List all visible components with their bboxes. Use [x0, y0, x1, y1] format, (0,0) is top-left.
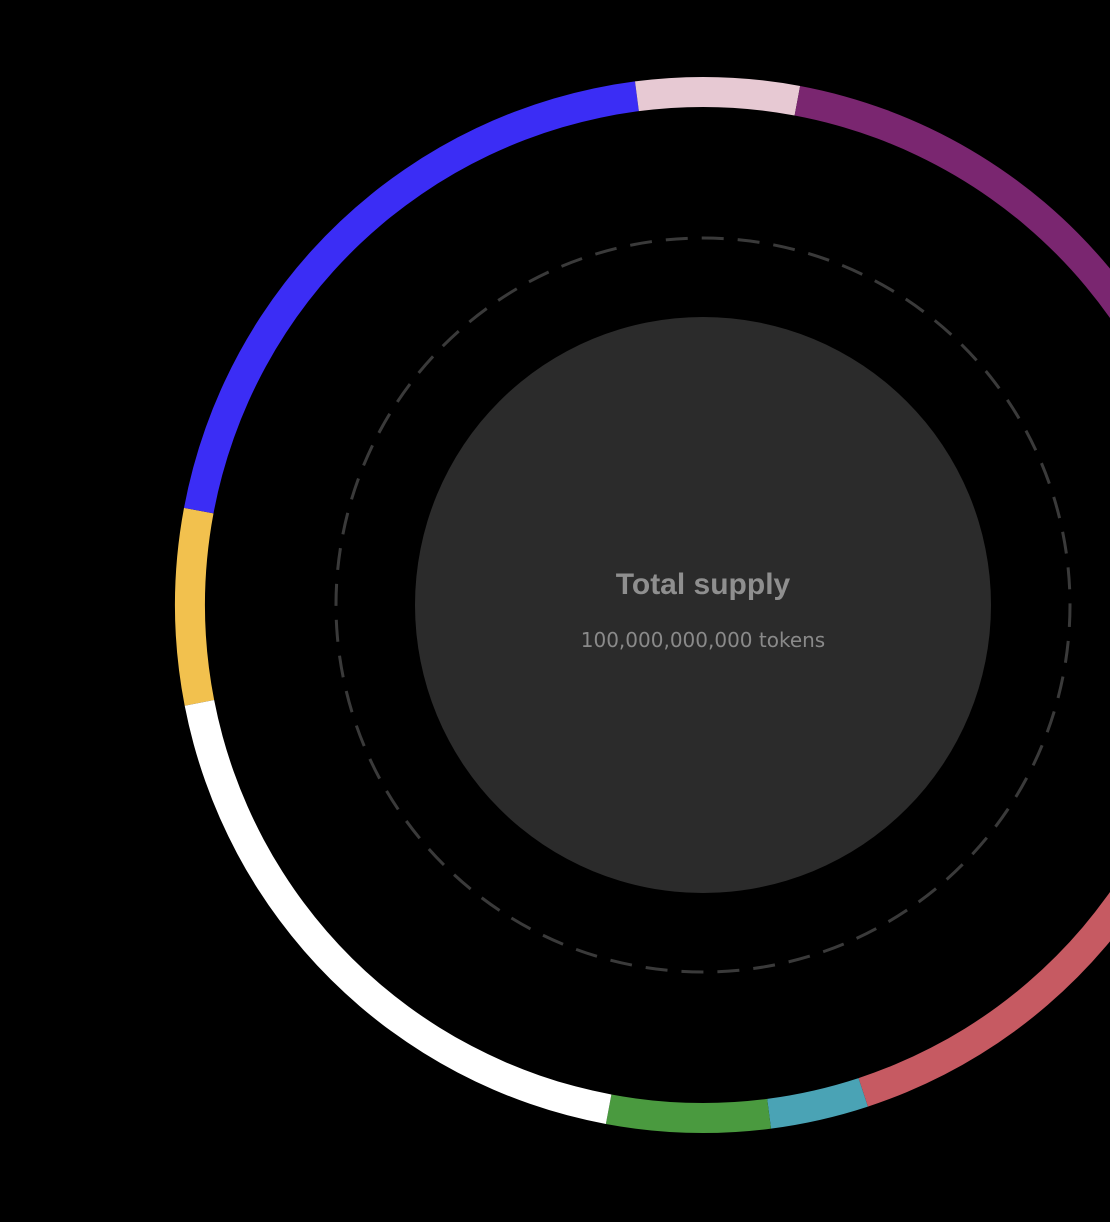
center-title: Total supply [616, 568, 791, 601]
donut-slice-2 [634, 77, 801, 116]
center-disc [415, 317, 991, 893]
center-subtitle: 100,000,000,000 tokens [581, 628, 825, 652]
donut-slice-0 [174, 507, 215, 706]
donut-slices [174, 77, 1110, 1134]
donut-slice-3 [794, 86, 1110, 319]
donut-slice-6 [605, 1094, 772, 1134]
donut-slice-4 [858, 891, 1110, 1107]
donut-slice-5 [767, 1078, 868, 1129]
donut-slice-1 [184, 81, 639, 514]
dashed-inner-ring [334, 236, 1072, 974]
